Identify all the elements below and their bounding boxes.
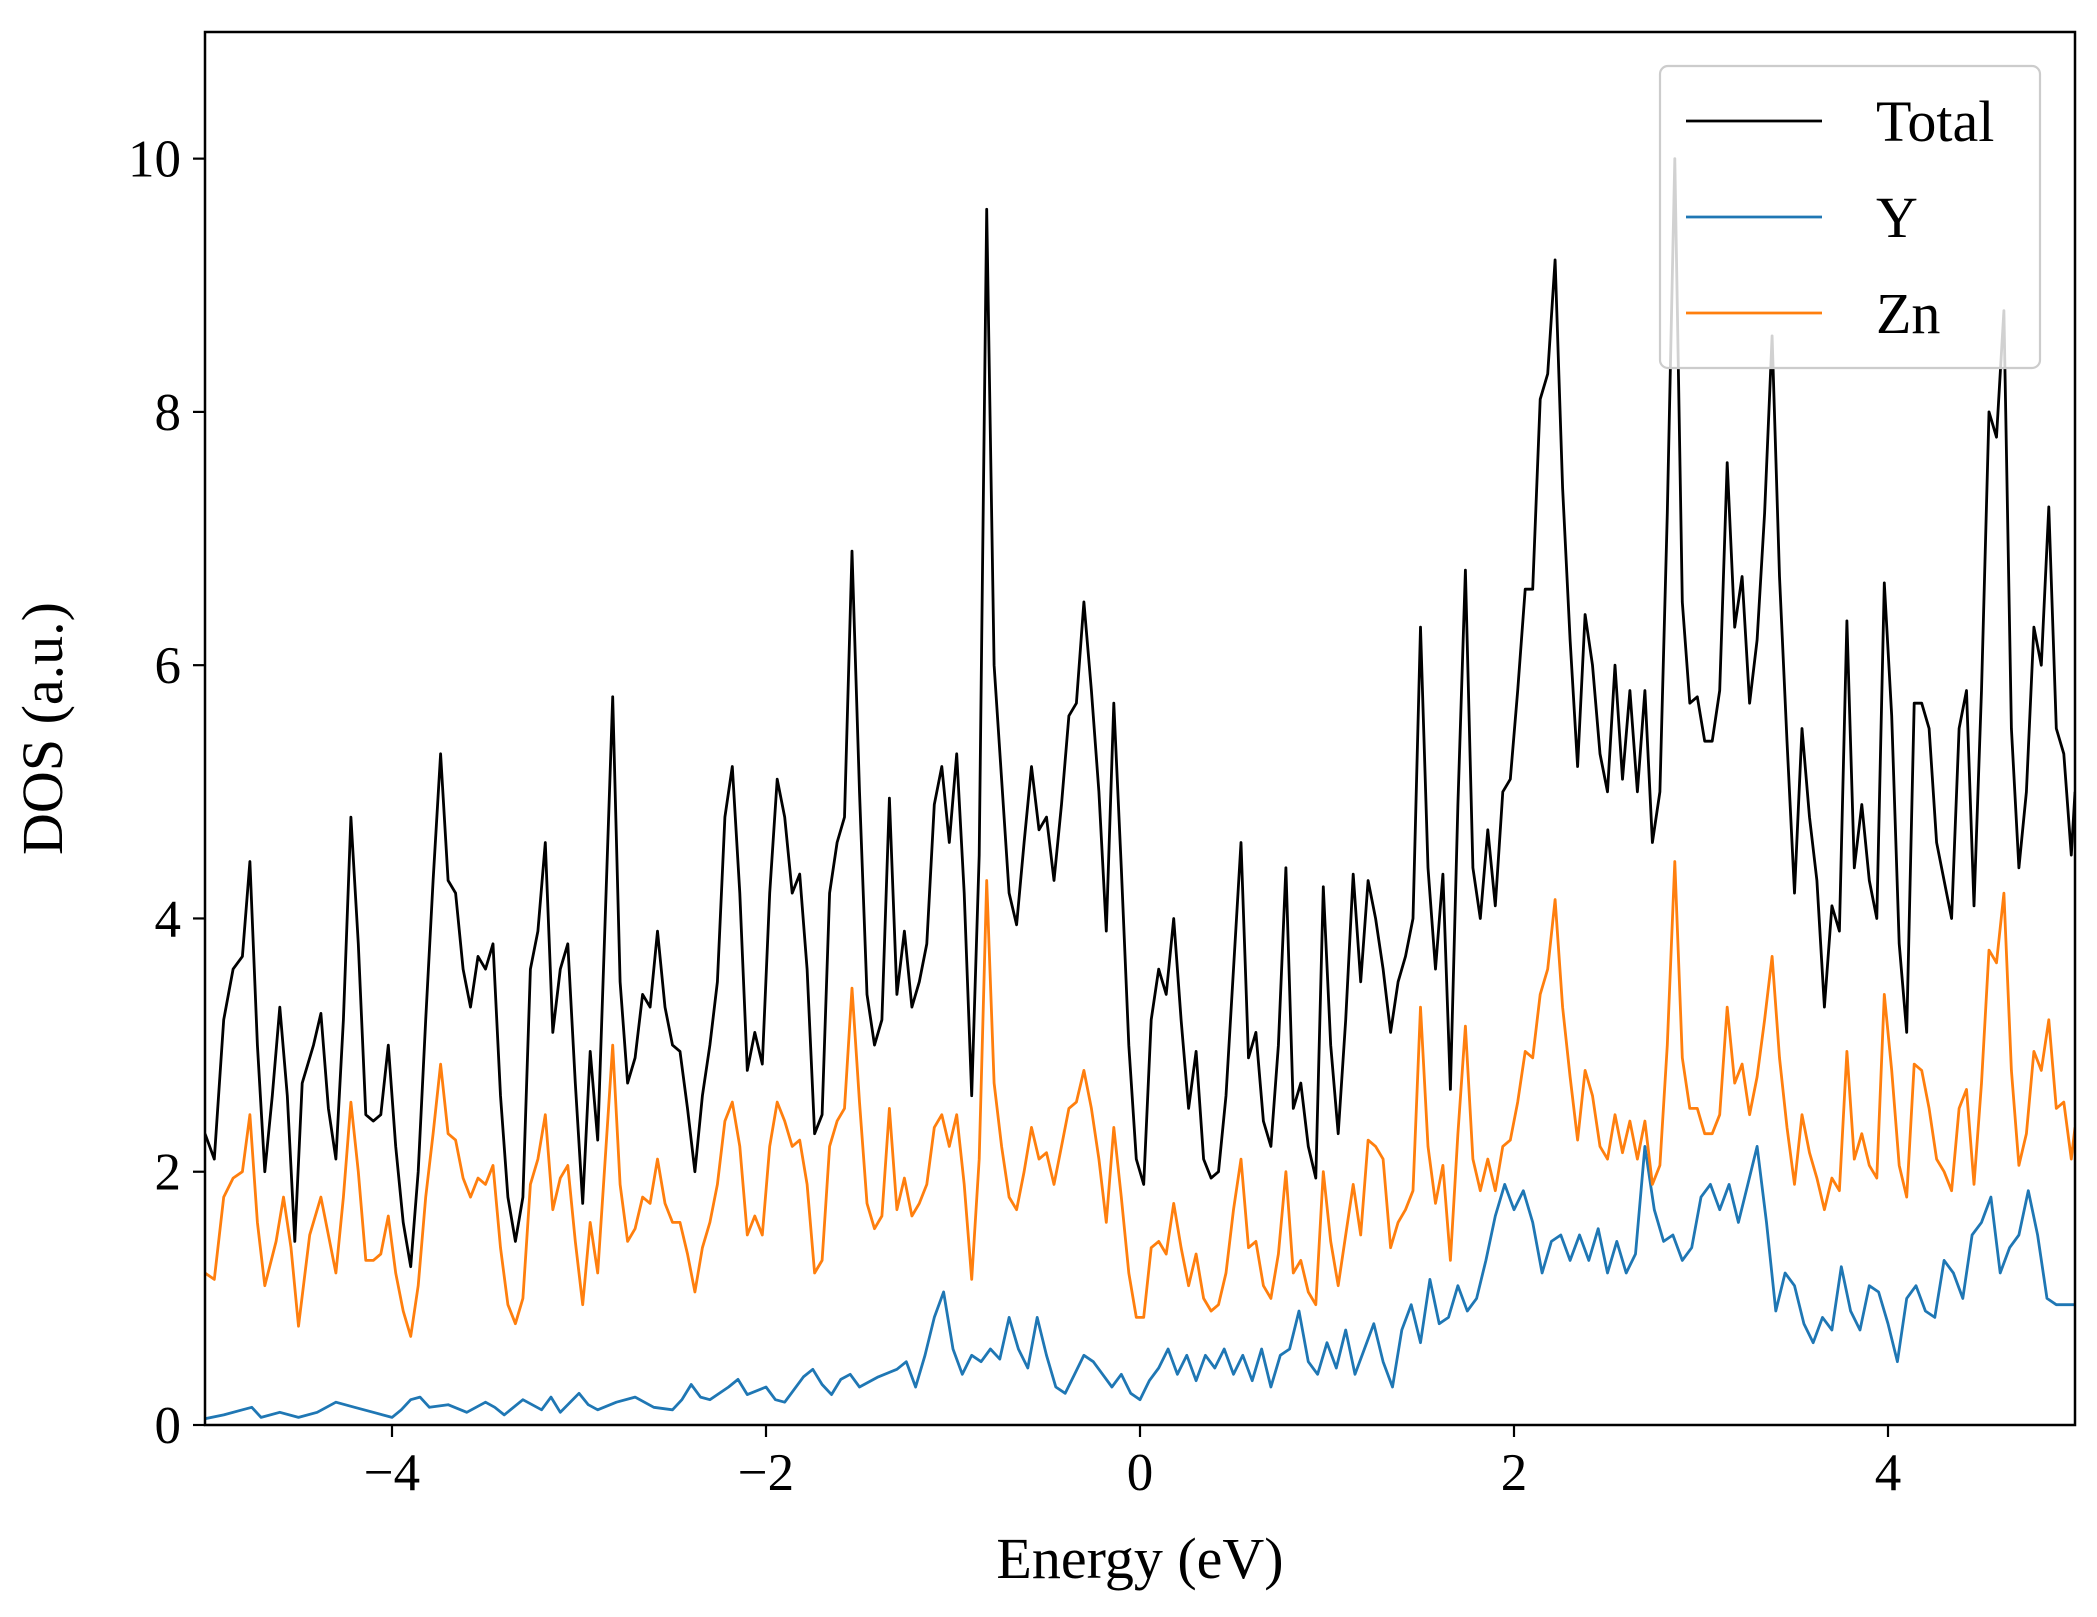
legend-label-zn: Zn <box>1876 281 1940 346</box>
y-axis-label: DOS (a.u.) <box>10 602 75 855</box>
series-line-zn <box>205 860 2075 1338</box>
legend-label-total: Total <box>1876 89 1994 154</box>
series-line-total <box>205 157 2075 1269</box>
series-layer <box>205 157 2075 1421</box>
series-line-y <box>205 1145 2075 1421</box>
x-tick-label: 2 <box>1501 1444 1528 1502</box>
y-tick-label: 10 <box>128 131 181 189</box>
x-axis-ticks: −4 −2 0 2 4 <box>364 1425 1901 1502</box>
x-tick-label: 0 <box>1127 1444 1154 1502</box>
x-tick-label: 4 <box>1875 1444 1902 1502</box>
y-tick-label: 6 <box>155 637 182 695</box>
y-axis-ticks: 0 2 4 6 8 10 <box>128 131 205 1455</box>
y-tick-label: 8 <box>155 384 182 442</box>
x-tick-label: −2 <box>738 1444 794 1502</box>
x-axis-label: Energy (eV) <box>996 1526 1283 1591</box>
y-tick-label: 4 <box>155 890 182 948</box>
legend: Total Y Zn <box>1658 64 2042 370</box>
x-tick-label: −4 <box>364 1444 420 1502</box>
legend-box <box>1658 64 2042 370</box>
legend-label-y: Y <box>1876 185 1918 250</box>
y-tick-label: 0 <box>155 1397 182 1455</box>
y-tick-label: 2 <box>155 1144 182 1202</box>
